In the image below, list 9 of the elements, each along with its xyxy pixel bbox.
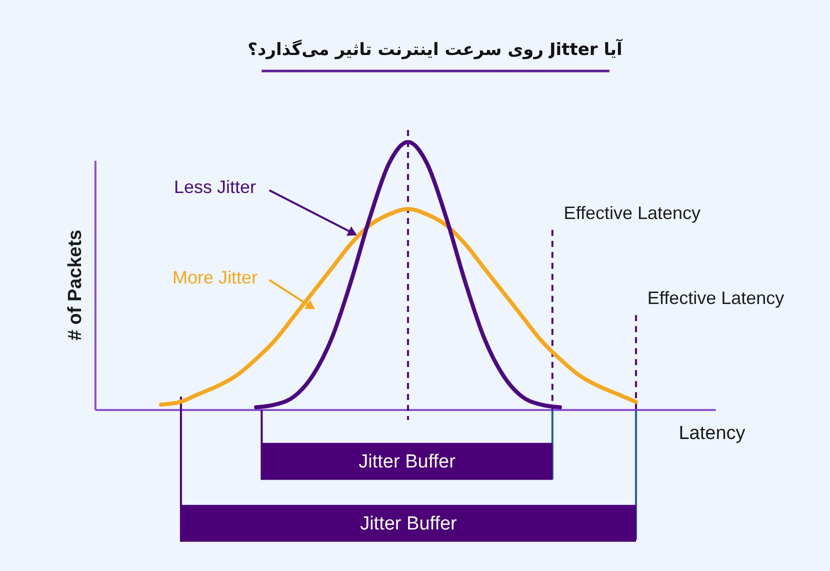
chart-title: آیا Jitter روی سرعت اینترنت تاثیر می‌گذارد؟ bbox=[248, 38, 624, 60]
text: More Jitter bbox=[172, 268, 258, 288]
annotation: Effective Latency bbox=[564, 202, 701, 223]
text: Jitter Buffer bbox=[360, 513, 458, 534]
x-axis-title: Latency bbox=[678, 423, 746, 444]
y-axis-title: # of Packets bbox=[64, 230, 86, 341]
text: Jitter Buffer bbox=[358, 451, 456, 472]
text: Less Jitter bbox=[174, 177, 256, 198]
text: Effective Latency bbox=[647, 288, 784, 308]
